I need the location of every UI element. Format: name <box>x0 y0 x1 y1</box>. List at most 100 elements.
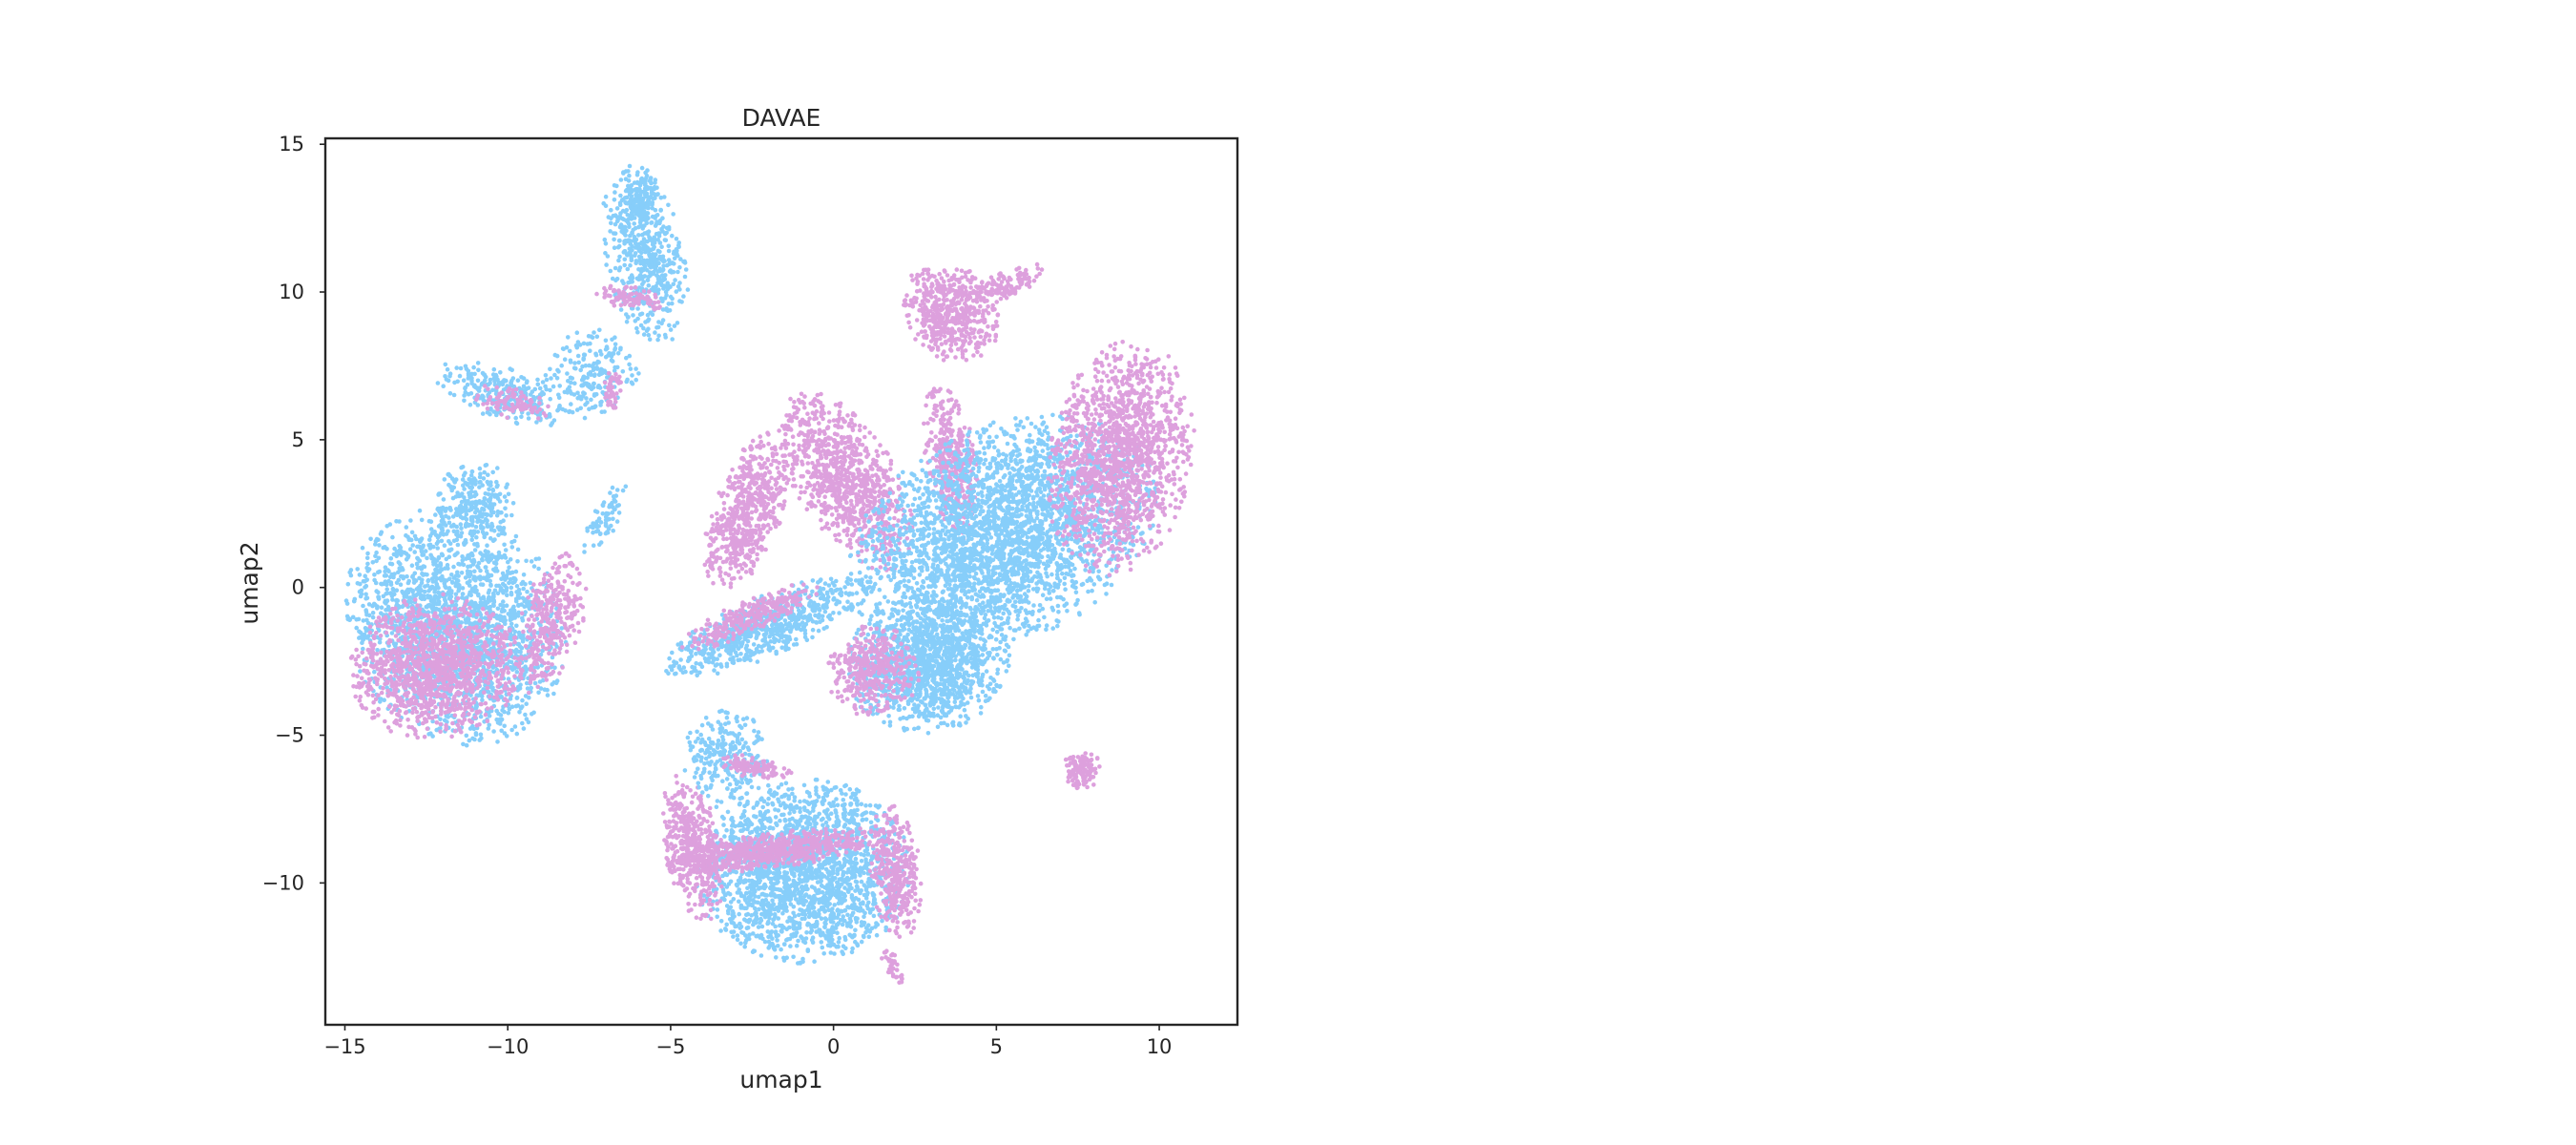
scatter-point <box>641 280 646 284</box>
scatter-point <box>454 365 460 370</box>
scatter-point <box>451 639 457 644</box>
scatter-point <box>502 542 507 548</box>
scatter-point <box>388 556 394 561</box>
scatter-point <box>563 605 568 611</box>
scatter-point <box>588 348 592 354</box>
scatter-point <box>457 702 462 707</box>
scatter-point <box>519 390 524 395</box>
scatter-point <box>483 378 488 384</box>
scatter-point <box>498 718 503 724</box>
scatter-point <box>473 732 479 738</box>
scatter-point <box>470 723 475 729</box>
scatter-point <box>410 589 415 594</box>
scatter-point <box>544 616 549 622</box>
scatter-point <box>366 613 372 618</box>
scatter-point <box>386 668 392 673</box>
scatter-point <box>364 577 369 582</box>
scatter-point <box>682 260 688 265</box>
scatter-point <box>364 617 369 623</box>
scatter-point <box>410 543 416 548</box>
scatter-point <box>642 182 648 188</box>
scatter-point <box>517 649 522 655</box>
scatter-point <box>548 672 552 677</box>
scatter-point <box>503 617 508 623</box>
scatter-point <box>371 635 377 639</box>
scatter-point <box>461 697 466 703</box>
scatter-point <box>639 232 645 238</box>
scatter-point <box>548 396 552 402</box>
scatter-point <box>531 582 536 587</box>
scatter-point <box>533 556 539 562</box>
scatter-point <box>674 237 679 241</box>
scatter-point <box>622 249 627 254</box>
scatter-point <box>470 689 475 695</box>
scatter-point <box>393 686 398 692</box>
scatter-point <box>628 189 634 194</box>
scatter-point <box>426 543 431 548</box>
scatter-point <box>441 694 447 699</box>
scatter-point <box>405 718 410 722</box>
scatter-point <box>613 364 617 370</box>
scatter-point <box>504 588 509 593</box>
scatter-point <box>519 655 524 660</box>
scatter-point <box>410 706 416 711</box>
scatter-point <box>488 583 493 588</box>
scatter-point <box>416 650 422 656</box>
scatter-point <box>467 672 471 677</box>
scatter-point <box>396 577 402 583</box>
scatter-point <box>512 639 517 645</box>
scatter-point <box>597 348 603 354</box>
scatter-point <box>434 720 440 725</box>
scatter-point <box>452 729 458 734</box>
scatter-point <box>507 679 512 684</box>
scatter-point <box>661 259 666 264</box>
scatter-point <box>636 293 642 298</box>
scatter-point <box>603 241 609 246</box>
scatter-point <box>483 384 488 388</box>
scatter-point <box>381 662 386 667</box>
scatter-point <box>442 686 447 692</box>
scatter-point <box>655 274 660 280</box>
scatter-point <box>390 586 396 592</box>
scatter-point <box>502 406 507 411</box>
scatter-point <box>555 566 560 572</box>
scatter-point <box>668 294 674 300</box>
scatter-point <box>606 353 611 358</box>
scatter-point <box>408 639 414 645</box>
scatter-point <box>498 689 503 695</box>
scatter-point <box>407 547 413 552</box>
scatter-point <box>395 618 401 623</box>
scatter-point <box>473 696 478 701</box>
scatter-point <box>502 723 507 729</box>
scatter-point <box>479 701 484 707</box>
scatter-point <box>395 614 400 618</box>
scatter-point <box>493 695 499 700</box>
scatter-point <box>642 213 648 218</box>
scatter-point <box>618 307 624 312</box>
scatter-point <box>505 593 509 598</box>
scatter-point <box>493 561 499 566</box>
scatter-point <box>499 412 504 417</box>
scatter-point <box>379 690 384 696</box>
scatter-point <box>426 715 432 720</box>
scatter-point <box>537 395 542 401</box>
scatter-point <box>426 603 431 608</box>
scatter-point <box>393 651 399 656</box>
scatter-point <box>523 694 529 698</box>
scatter-point <box>546 578 551 583</box>
scatter-point <box>418 538 423 544</box>
scatter-point <box>520 638 526 644</box>
scatter-point <box>455 542 461 548</box>
scatter-point <box>613 278 618 283</box>
scatter-point <box>414 709 420 715</box>
scatter-point <box>381 624 386 629</box>
scatter-point <box>399 614 405 620</box>
scatter-point <box>482 553 488 558</box>
scatter-point <box>655 281 660 285</box>
scatter-point <box>517 592 523 596</box>
scatter-point <box>499 576 504 582</box>
scatter-point <box>451 392 457 398</box>
scatter-point <box>447 548 452 553</box>
scatter-point <box>540 380 546 385</box>
scatter-point <box>411 634 417 639</box>
